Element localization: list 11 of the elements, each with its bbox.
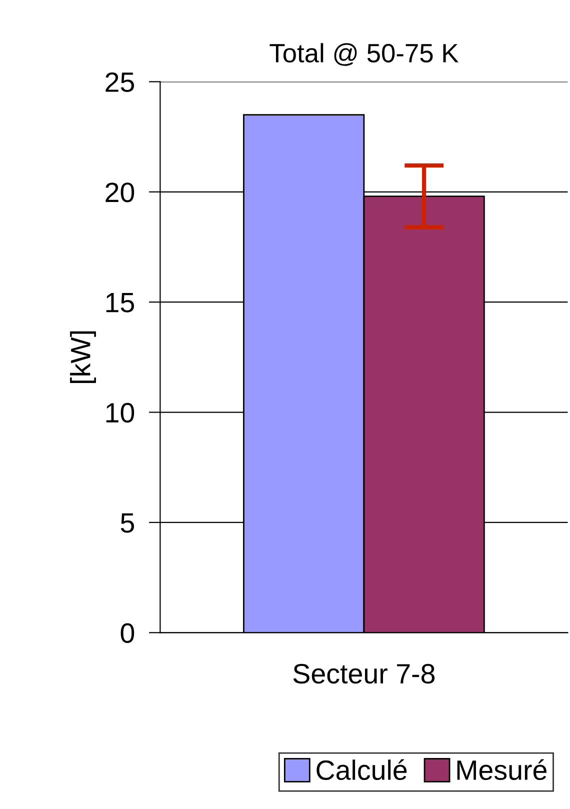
y-tick-label: 15	[106, 293, 134, 312]
y-tick-label: 10	[106, 402, 134, 423]
y-tick-label: 0	[120, 623, 134, 643]
y-tick-label: 25	[106, 72, 134, 92]
legend-label: Calculé	[316, 759, 407, 780]
x-tick-label: Secteur 7-8	[293, 664, 435, 684]
legend-label: Mesuré	[457, 759, 546, 780]
y-axis-title: [kW]	[70, 331, 96, 383]
y-tick-label: 5	[120, 513, 134, 533]
y-tick-label: 20	[106, 182, 134, 202]
chart-title: Total @ 50-75 K	[270, 43, 458, 66]
